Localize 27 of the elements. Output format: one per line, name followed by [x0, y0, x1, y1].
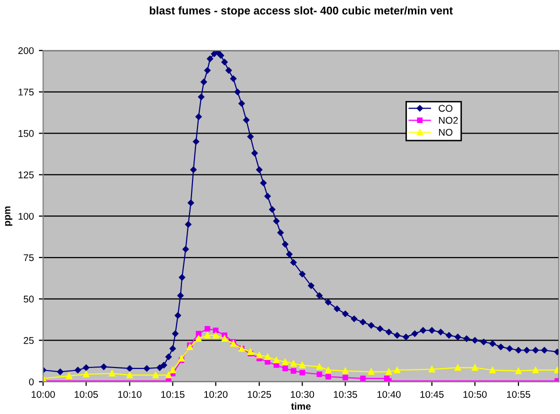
y-axis-title: ppm — [5, 206, 12, 226]
legend-label: CO — [438, 104, 452, 112]
x-tick-label: 10:50 — [463, 390, 487, 398]
y-tick-label: 75 — [24, 254, 34, 262]
x-tick-label: 10:05 — [74, 390, 98, 398]
y-tick-label: 50 — [24, 296, 34, 303]
legend-label: NO — [439, 128, 452, 136]
x-tick-label: 10:20 — [204, 390, 228, 398]
y-tick-label: 150 — [18, 130, 34, 137]
x-tick-label: 10:35 — [334, 390, 358, 398]
y-tick-label: 0 — [29, 378, 34, 386]
x-tick-label: 10:40 — [377, 390, 401, 398]
y-tick-label: 125 — [18, 171, 34, 178]
x-tick-label: 10:30 — [290, 390, 314, 398]
y-tick-label: 25 — [24, 337, 34, 344]
x-tick-label: 10:15 — [161, 390, 184, 398]
x-tick-label: 10:45 — [420, 390, 444, 398]
x-tick-label: 10:00 — [32, 390, 55, 398]
x-tick-label: 10:25 — [248, 390, 272, 398]
legend-label: NO2 — [439, 116, 458, 124]
y-tick-label: 175 — [18, 88, 34, 96]
x-axis-title: time — [291, 402, 311, 410]
x-tick-label: 10:55 — [507, 390, 530, 398]
x-tick-label: 10:10 — [118, 390, 142, 398]
y-tick-label: 100 — [18, 212, 34, 220]
y-tick-label: 200 — [18, 47, 34, 54]
chart-title: blast fumes - stope access slot- 400 cubic meter/min vent — [150, 6, 453, 17]
